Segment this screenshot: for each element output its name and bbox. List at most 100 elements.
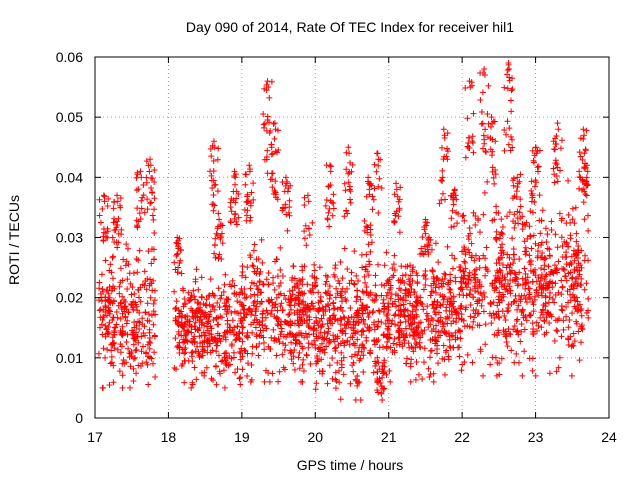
data-point bbox=[535, 274, 542, 281]
data-point bbox=[140, 343, 147, 350]
data-point bbox=[563, 261, 570, 268]
data-point bbox=[519, 213, 526, 220]
data-point bbox=[566, 317, 573, 324]
data-point bbox=[558, 217, 565, 224]
data-point bbox=[224, 296, 231, 303]
data-point bbox=[571, 257, 578, 264]
data-point bbox=[459, 213, 466, 220]
data-point bbox=[271, 286, 278, 293]
data-point bbox=[396, 333, 403, 340]
data-point bbox=[214, 232, 221, 239]
data-point bbox=[246, 307, 253, 314]
data-point bbox=[264, 78, 271, 85]
data-point bbox=[576, 168, 583, 175]
data-point bbox=[510, 182, 517, 189]
data-point bbox=[189, 349, 196, 356]
data-point bbox=[242, 348, 249, 355]
data-point bbox=[127, 363, 134, 370]
data-point bbox=[223, 359, 230, 366]
data-point bbox=[297, 330, 304, 337]
data-point bbox=[490, 299, 497, 306]
data-point bbox=[326, 295, 333, 302]
data-point bbox=[287, 322, 294, 329]
data-point bbox=[482, 321, 489, 328]
data-point bbox=[369, 309, 376, 316]
data-point bbox=[371, 321, 378, 328]
data-point bbox=[97, 219, 104, 226]
data-point bbox=[371, 338, 378, 345]
data-point bbox=[113, 309, 120, 316]
data-point bbox=[529, 367, 536, 374]
data-point bbox=[582, 191, 589, 198]
data-point bbox=[451, 255, 458, 262]
data-point bbox=[533, 327, 540, 334]
data-point bbox=[287, 302, 294, 309]
y-tick-label: 0.06 bbox=[56, 49, 83, 65]
data-point bbox=[346, 280, 353, 287]
data-point bbox=[343, 321, 350, 328]
data-point bbox=[484, 134, 491, 141]
data-point bbox=[272, 189, 279, 196]
data-point bbox=[339, 275, 346, 282]
data-point bbox=[130, 306, 137, 313]
data-point bbox=[191, 323, 198, 330]
data-point bbox=[115, 239, 122, 246]
data-point bbox=[405, 288, 412, 295]
y-tick-label: 0.04 bbox=[56, 169, 83, 185]
data-point bbox=[390, 340, 397, 347]
data-point bbox=[493, 236, 500, 243]
data-point bbox=[407, 291, 414, 298]
data-point bbox=[441, 132, 448, 139]
data-point bbox=[382, 320, 389, 327]
data-point bbox=[334, 317, 341, 324]
data-point bbox=[215, 285, 222, 292]
data-point bbox=[337, 396, 344, 403]
data-point bbox=[280, 340, 286, 347]
data-point bbox=[230, 188, 237, 195]
data-point bbox=[220, 333, 227, 340]
data-point bbox=[351, 281, 358, 288]
data-point bbox=[113, 321, 120, 328]
data-point bbox=[571, 267, 578, 274]
data-point bbox=[315, 322, 322, 329]
data-point bbox=[274, 196, 281, 203]
data-point bbox=[575, 242, 582, 249]
data-point bbox=[354, 287, 361, 294]
data-point bbox=[136, 326, 143, 333]
data-point bbox=[146, 338, 153, 345]
data-point bbox=[452, 278, 459, 285]
data-point bbox=[363, 223, 370, 230]
data-point bbox=[554, 244, 561, 251]
data-point bbox=[263, 276, 270, 283]
data-point bbox=[363, 337, 370, 344]
data-point bbox=[216, 336, 223, 343]
data-point bbox=[579, 156, 586, 163]
data-point bbox=[464, 143, 471, 150]
data-point bbox=[472, 212, 479, 219]
data-point bbox=[495, 329, 502, 336]
data-point bbox=[509, 86, 516, 93]
data-point bbox=[190, 287, 197, 294]
data-point bbox=[119, 323, 126, 330]
data-point bbox=[122, 298, 129, 305]
data-point bbox=[230, 331, 237, 338]
data-point bbox=[380, 386, 387, 393]
data-point bbox=[365, 272, 372, 279]
data-point bbox=[379, 368, 386, 375]
data-point bbox=[440, 126, 447, 133]
data-point bbox=[178, 270, 185, 277]
data-point bbox=[417, 294, 424, 301]
data-point bbox=[358, 332, 365, 339]
data-point bbox=[306, 324, 313, 331]
data-point bbox=[222, 349, 229, 356]
data-point bbox=[133, 346, 140, 353]
data-point bbox=[552, 291, 559, 298]
data-point bbox=[365, 241, 372, 248]
data-point bbox=[460, 212, 467, 219]
data-point bbox=[316, 305, 323, 312]
data-point bbox=[451, 186, 458, 193]
data-point bbox=[189, 381, 196, 388]
data-point bbox=[344, 210, 351, 217]
data-point bbox=[504, 343, 511, 350]
data-point bbox=[537, 277, 544, 284]
